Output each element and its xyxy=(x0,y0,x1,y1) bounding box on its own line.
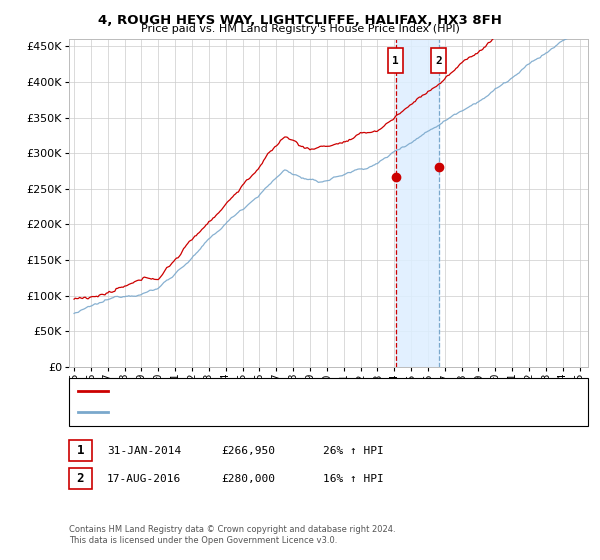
Text: 2: 2 xyxy=(77,472,84,486)
Text: 16% ↑ HPI: 16% ↑ HPI xyxy=(323,474,383,484)
Text: £280,000: £280,000 xyxy=(221,474,275,484)
Text: 4, ROUGH HEYS WAY, LIGHTCLIFFE, HALIFAX, HX3 8FH (detached house): 4, ROUGH HEYS WAY, LIGHTCLIFFE, HALIFAX,… xyxy=(114,386,489,396)
Text: 1: 1 xyxy=(392,55,399,66)
Text: £266,950: £266,950 xyxy=(221,446,275,456)
Text: 2: 2 xyxy=(435,55,442,66)
Text: 4, ROUGH HEYS WAY, LIGHTCLIFFE, HALIFAX, HX3 8FH: 4, ROUGH HEYS WAY, LIGHTCLIFFE, HALIFAX,… xyxy=(98,14,502,27)
Text: 1: 1 xyxy=(77,444,84,458)
Text: HPI: Average price, detached house, Calderdale: HPI: Average price, detached house, Cald… xyxy=(114,407,363,417)
Text: Contains HM Land Registry data © Crown copyright and database right 2024.
This d: Contains HM Land Registry data © Crown c… xyxy=(69,525,395,545)
Text: 26% ↑ HPI: 26% ↑ HPI xyxy=(323,446,383,456)
FancyBboxPatch shape xyxy=(388,48,403,73)
Text: 31-JAN-2014: 31-JAN-2014 xyxy=(107,446,181,456)
FancyBboxPatch shape xyxy=(431,48,446,73)
Bar xyxy=(395,39,439,367)
Text: 17-AUG-2016: 17-AUG-2016 xyxy=(107,474,181,484)
Text: Price paid vs. HM Land Registry's House Price Index (HPI): Price paid vs. HM Land Registry's House … xyxy=(140,24,460,34)
